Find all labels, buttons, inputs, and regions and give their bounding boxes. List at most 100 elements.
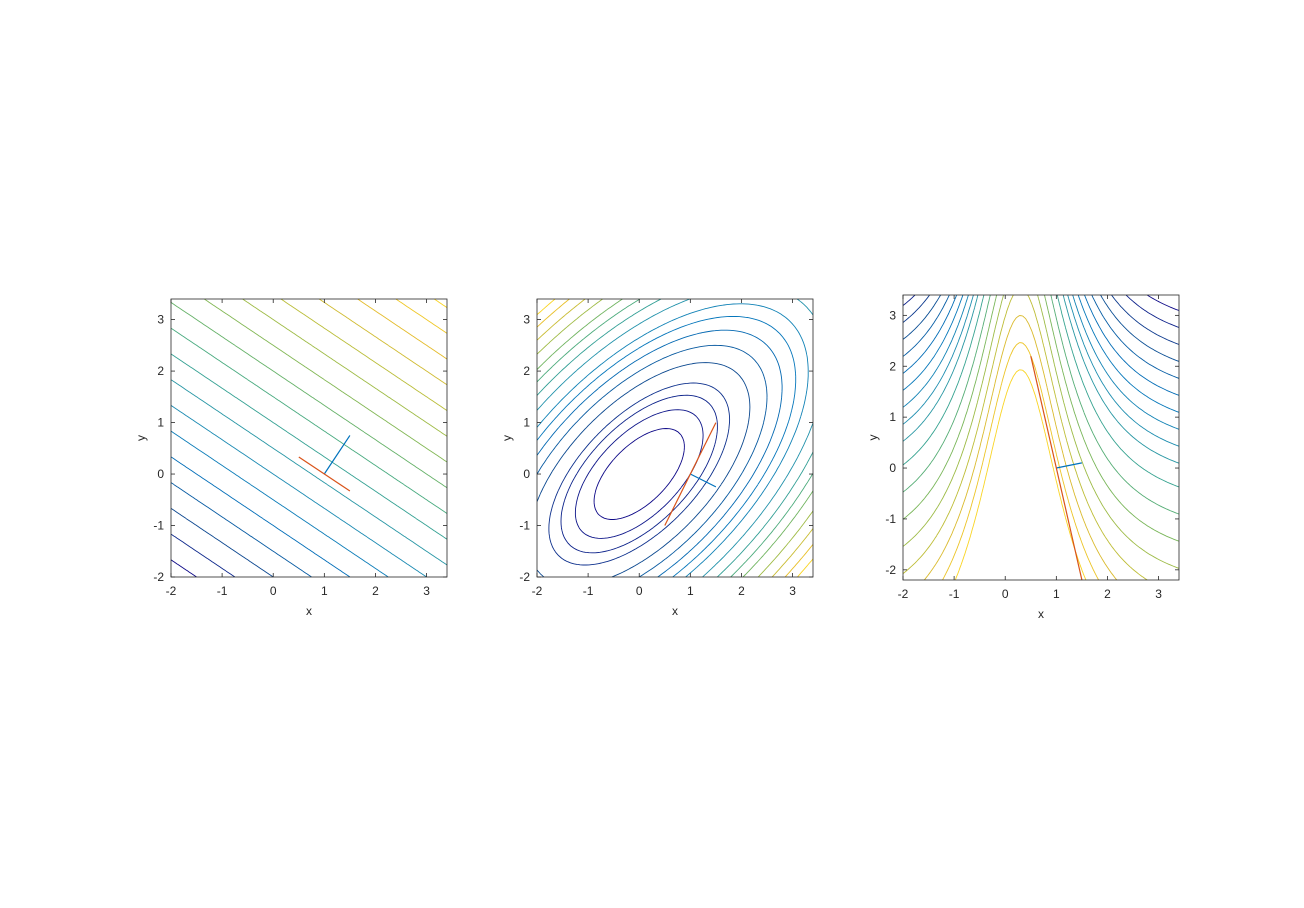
- y-tick-label: 1: [523, 416, 530, 430]
- axes-box: [536, 298, 814, 578]
- x-tick-label: -2: [166, 584, 177, 598]
- y-tick-label: 2: [889, 359, 896, 373]
- x-tick-label: -2: [898, 587, 909, 601]
- contour-line: [433, 299, 447, 308]
- contour-line: [903, 295, 1179, 328]
- contour-line: [903, 295, 1179, 362]
- contour-line: [171, 430, 389, 577]
- y-axis-label: y: [500, 435, 514, 441]
- contour-line: [903, 295, 1179, 488]
- contour-line: [903, 295, 1179, 464]
- x-axis-label: x: [306, 604, 312, 618]
- y-tick-label: -2: [153, 570, 164, 584]
- y-axis-label: y: [134, 435, 148, 441]
- x-tick-label: 3: [423, 584, 430, 598]
- contour-line: [903, 295, 1179, 379]
- x-tick-label: 1: [687, 584, 694, 598]
- contour-line: [171, 353, 447, 540]
- tangent-line: [1030, 355, 1083, 580]
- contour-line: [357, 299, 447, 360]
- contour-line: [903, 295, 1179, 515]
- contour-line: [903, 295, 1179, 447]
- gradient-line: [690, 473, 717, 488]
- gradient-line: [1056, 462, 1083, 469]
- contour-line: [318, 299, 447, 386]
- contour-line: [1147, 295, 1179, 311]
- contour-line: [903, 295, 1179, 542]
- tangent-line: [664, 422, 717, 526]
- contour-line: [903, 295, 1179, 569]
- x-tick-label: -1: [583, 584, 594, 598]
- y-tick-label: -1: [885, 512, 896, 526]
- y-tick-label: 0: [889, 461, 896, 475]
- x-tick-label: -1: [217, 584, 228, 598]
- y-tick-label: 3: [523, 313, 530, 327]
- contour-line: [203, 299, 447, 463]
- x-axis-label: x: [672, 604, 678, 618]
- contour-line: [574, 409, 704, 539]
- x-tick-label: 0: [636, 584, 643, 598]
- axes-box: [170, 298, 448, 578]
- contour-group: [903, 295, 1179, 580]
- x-tick-label: 2: [738, 584, 745, 598]
- contour-line: [537, 299, 813, 577]
- x-tick-label: 2: [372, 584, 379, 598]
- contour-line: [171, 379, 447, 566]
- x-tick-label: 3: [789, 584, 796, 598]
- y-tick-label: 0: [157, 467, 164, 481]
- contour-line: [537, 315, 797, 577]
- y-tick-label: 2: [157, 364, 164, 378]
- tangent-line: [298, 456, 351, 492]
- contour-line: [537, 362, 751, 577]
- x-tick-label: 1: [321, 584, 328, 598]
- contour-line: [537, 299, 813, 577]
- contour-line: [242, 299, 447, 437]
- y-tick-label: 0: [523, 467, 530, 481]
- contour-line: [171, 327, 447, 514]
- subplot-3: -2 -1 0 1 2 3 -2 -1 0 1 2 3 x y: [866, 294, 1180, 621]
- y-tick-label: -1: [153, 519, 164, 533]
- contour-line: [903, 295, 1179, 413]
- contour-group: [171, 299, 447, 577]
- contour-line: [942, 342, 1099, 580]
- x-tick-label: 0: [270, 584, 277, 598]
- contour-line: [537, 329, 783, 577]
- contour-group: [537, 299, 813, 577]
- contour-line: [903, 295, 1148, 580]
- contour-line: [171, 559, 197, 577]
- x-tick-label: -1: [949, 587, 960, 601]
- y-tick-label: 1: [157, 416, 164, 430]
- x-tick-label: 1: [1053, 587, 1060, 601]
- contour-line: [171, 508, 274, 577]
- contour-line: [903, 295, 1179, 345]
- y-tick-label: 3: [157, 313, 164, 327]
- y-tick-label: 2: [523, 364, 530, 378]
- contour-line: [171, 405, 427, 577]
- contour-line: [395, 299, 447, 334]
- contour-line: [537, 344, 768, 577]
- contour-line: [903, 295, 1179, 396]
- contour-line: [537, 299, 813, 577]
- x-axis-label: x: [1038, 607, 1044, 621]
- contour-line: [548, 382, 731, 566]
- contour-line: [280, 299, 447, 411]
- x-tick-label: 0: [1002, 587, 1009, 601]
- contour-line: [171, 302, 447, 489]
- y-axis-label: y: [866, 435, 880, 441]
- contour-line: [560, 394, 718, 554]
- y-tick-label: 1: [889, 410, 896, 424]
- y-tick-label: -2: [885, 563, 896, 577]
- contour-line: [537, 303, 809, 577]
- subplot-1: -2 -1 0 1 2 3 -2 -1 0 1 2 3 x y: [134, 298, 448, 618]
- contour-line: [593, 428, 685, 520]
- x-tick-label: -2: [532, 584, 543, 598]
- y-tick-label: -1: [519, 519, 530, 533]
- contour-line: [537, 299, 813, 577]
- contour-line: [171, 456, 351, 577]
- contour-line: [954, 369, 1087, 580]
- contour-line: [171, 533, 236, 577]
- y-tick-label: -2: [519, 570, 530, 584]
- axes-box: [902, 294, 1180, 581]
- y-tick-label: 3: [889, 308, 896, 322]
